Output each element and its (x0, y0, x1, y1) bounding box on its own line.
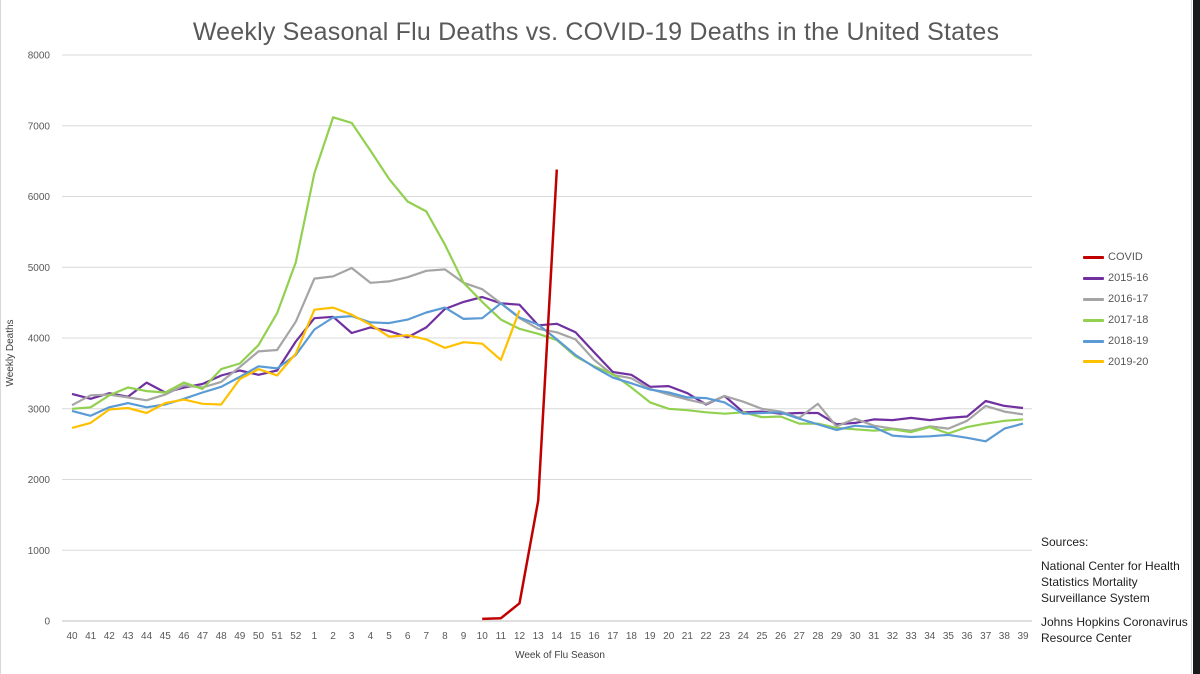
x-tick-label: 15 (570, 631, 582, 642)
x-tick-label: 25 (756, 631, 768, 642)
x-tick-label: 17 (607, 631, 619, 642)
x-tick-label: 10 (477, 631, 489, 642)
series-line-2017-18 (71, 116, 1024, 435)
y-axis-ticks: 0 1000 2000 3000 4000 5000 6000 7000 8000 (28, 51, 51, 628)
legend-label: 2016-17 (1108, 293, 1149, 306)
x-tick-label: 21 (682, 631, 694, 642)
x-tick-label: 23 (719, 631, 731, 642)
sources-note: Sources: National Center for Health Stat… (1041, 534, 1191, 646)
legend-swatch (1083, 276, 1104, 280)
x-tick-label: 30 (850, 631, 862, 642)
legend-item: COVID (1083, 247, 1148, 268)
x-tick-label: 8 (442, 631, 448, 642)
legend-label: 2017-18 (1108, 314, 1149, 327)
y-tick-label: 8000 (28, 51, 51, 62)
x-tick-label: 38 (999, 631, 1011, 642)
legend-swatch (1083, 360, 1104, 364)
legend-swatch (1083, 318, 1104, 322)
x-tick-label: 41 (85, 631, 97, 642)
x-tick-label: 2 (330, 631, 336, 642)
x-tick-label: 13 (533, 631, 545, 642)
x-axis-label: Week of Flu Season (515, 650, 605, 661)
y-tick-label: 3000 (28, 404, 51, 415)
x-tick-label: 36 (961, 631, 973, 642)
source-jhu: Johns Hopkins Coronavirus Resource Cente… (1041, 615, 1188, 645)
x-tick-label: 14 (551, 631, 563, 642)
x-tick-label: 20 (663, 631, 675, 642)
x-tick-label: 5 (386, 631, 392, 642)
x-tick-label: 22 (700, 631, 712, 642)
x-tick-label: 1 (312, 631, 318, 642)
x-tick-label: 7 (424, 631, 430, 642)
x-tick-label: 29 (831, 631, 843, 642)
window-edge (1193, 0, 1200, 674)
x-tick-label: 4 (368, 631, 374, 642)
x-tick-label: 27 (794, 631, 806, 642)
legend-label: COVID (1108, 251, 1143, 264)
y-axis-label: Weekly Deaths (5, 319, 16, 386)
x-tick-label: 6 (405, 631, 411, 642)
y-tick-label: 6000 (28, 192, 51, 203)
legend-label: 2015-16 (1108, 272, 1149, 285)
y-tick-label: 0 (44, 617, 50, 628)
chart-legend: COVID 2015-16 2016-17 2017-18 2018-19 2019-20 (1083, 247, 1148, 372)
x-tick-label: 46 (178, 631, 190, 642)
y-tick-label: 1000 (28, 546, 51, 557)
x-tick-label: 11 (496, 631, 507, 642)
series-line-COVID (482, 169, 559, 621)
y-tick-label: 7000 (28, 121, 51, 132)
y-tick-label: 2000 (28, 475, 51, 486)
x-tick-label: 52 (290, 631, 302, 642)
x-tick-label: 34 (924, 631, 936, 642)
x-tick-label: 44 (141, 631, 153, 642)
x-axis-ticks: 40 41 42 43 44 45 46 47 48 49 50 51 52 1 2 3 4 5 6 7 8 9 10 11 1… (66, 631, 1029, 642)
gridlines (62, 54, 1032, 622)
x-tick-label: 28 (812, 631, 824, 642)
legend-label: 2019-20 (1108, 355, 1149, 368)
x-tick-label: 18 (626, 631, 638, 642)
x-tick-label: 49 (234, 631, 246, 642)
legend-swatch (1083, 297, 1104, 301)
x-tick-label: 39 (1017, 631, 1029, 642)
legend-label: 2018-19 (1108, 335, 1149, 347)
x-tick-label: 26 (775, 631, 787, 642)
source-nchs: National Center for Health Statistics Mo… (1041, 559, 1180, 605)
legend-swatch (1083, 339, 1104, 343)
x-tick-label: 47 (197, 631, 209, 642)
x-tick-label: 31 (868, 631, 880, 642)
chart-title: Weekly Seasonal Flu Deaths vs. COVID-19 … (192, 18, 1000, 46)
x-tick-label: 19 (644, 631, 656, 642)
legend-item: 2019-20 (1083, 351, 1148, 372)
x-tick-label: 50 (253, 631, 265, 642)
y-tick-label: 4000 (28, 334, 51, 345)
x-tick-label: 16 (589, 631, 601, 642)
x-tick-label: 33 (906, 631, 918, 642)
legend-item: 2015-16 (1083, 268, 1148, 289)
x-tick-label: 40 (66, 631, 78, 642)
x-tick-label: 51 (272, 631, 284, 642)
x-tick-label: 32 (887, 631, 899, 642)
x-tick-label: 43 (122, 631, 134, 642)
legend-item: 2017-18 (1083, 310, 1148, 331)
x-tick-label: 12 (514, 631, 526, 642)
legend-item: 2018-19 (1083, 331, 1148, 352)
x-tick-label: 9 (461, 631, 467, 642)
sources-heading: Sources: (1041, 535, 1089, 549)
x-tick-label: 42 (104, 631, 116, 642)
x-tick-label: 45 (160, 631, 172, 642)
x-tick-label: 24 (738, 631, 750, 642)
series-line-2019-20 (71, 306, 521, 429)
x-tick-label: 37 (980, 631, 992, 642)
series-lines (71, 116, 1024, 621)
legend-item: 2016-17 (1083, 289, 1148, 310)
x-tick-label: 35 (943, 631, 955, 642)
x-tick-label: 48 (216, 631, 228, 642)
y-tick-label: 5000 (28, 263, 51, 274)
legend-swatch (1083, 255, 1104, 259)
x-tick-label: 3 (349, 631, 355, 642)
